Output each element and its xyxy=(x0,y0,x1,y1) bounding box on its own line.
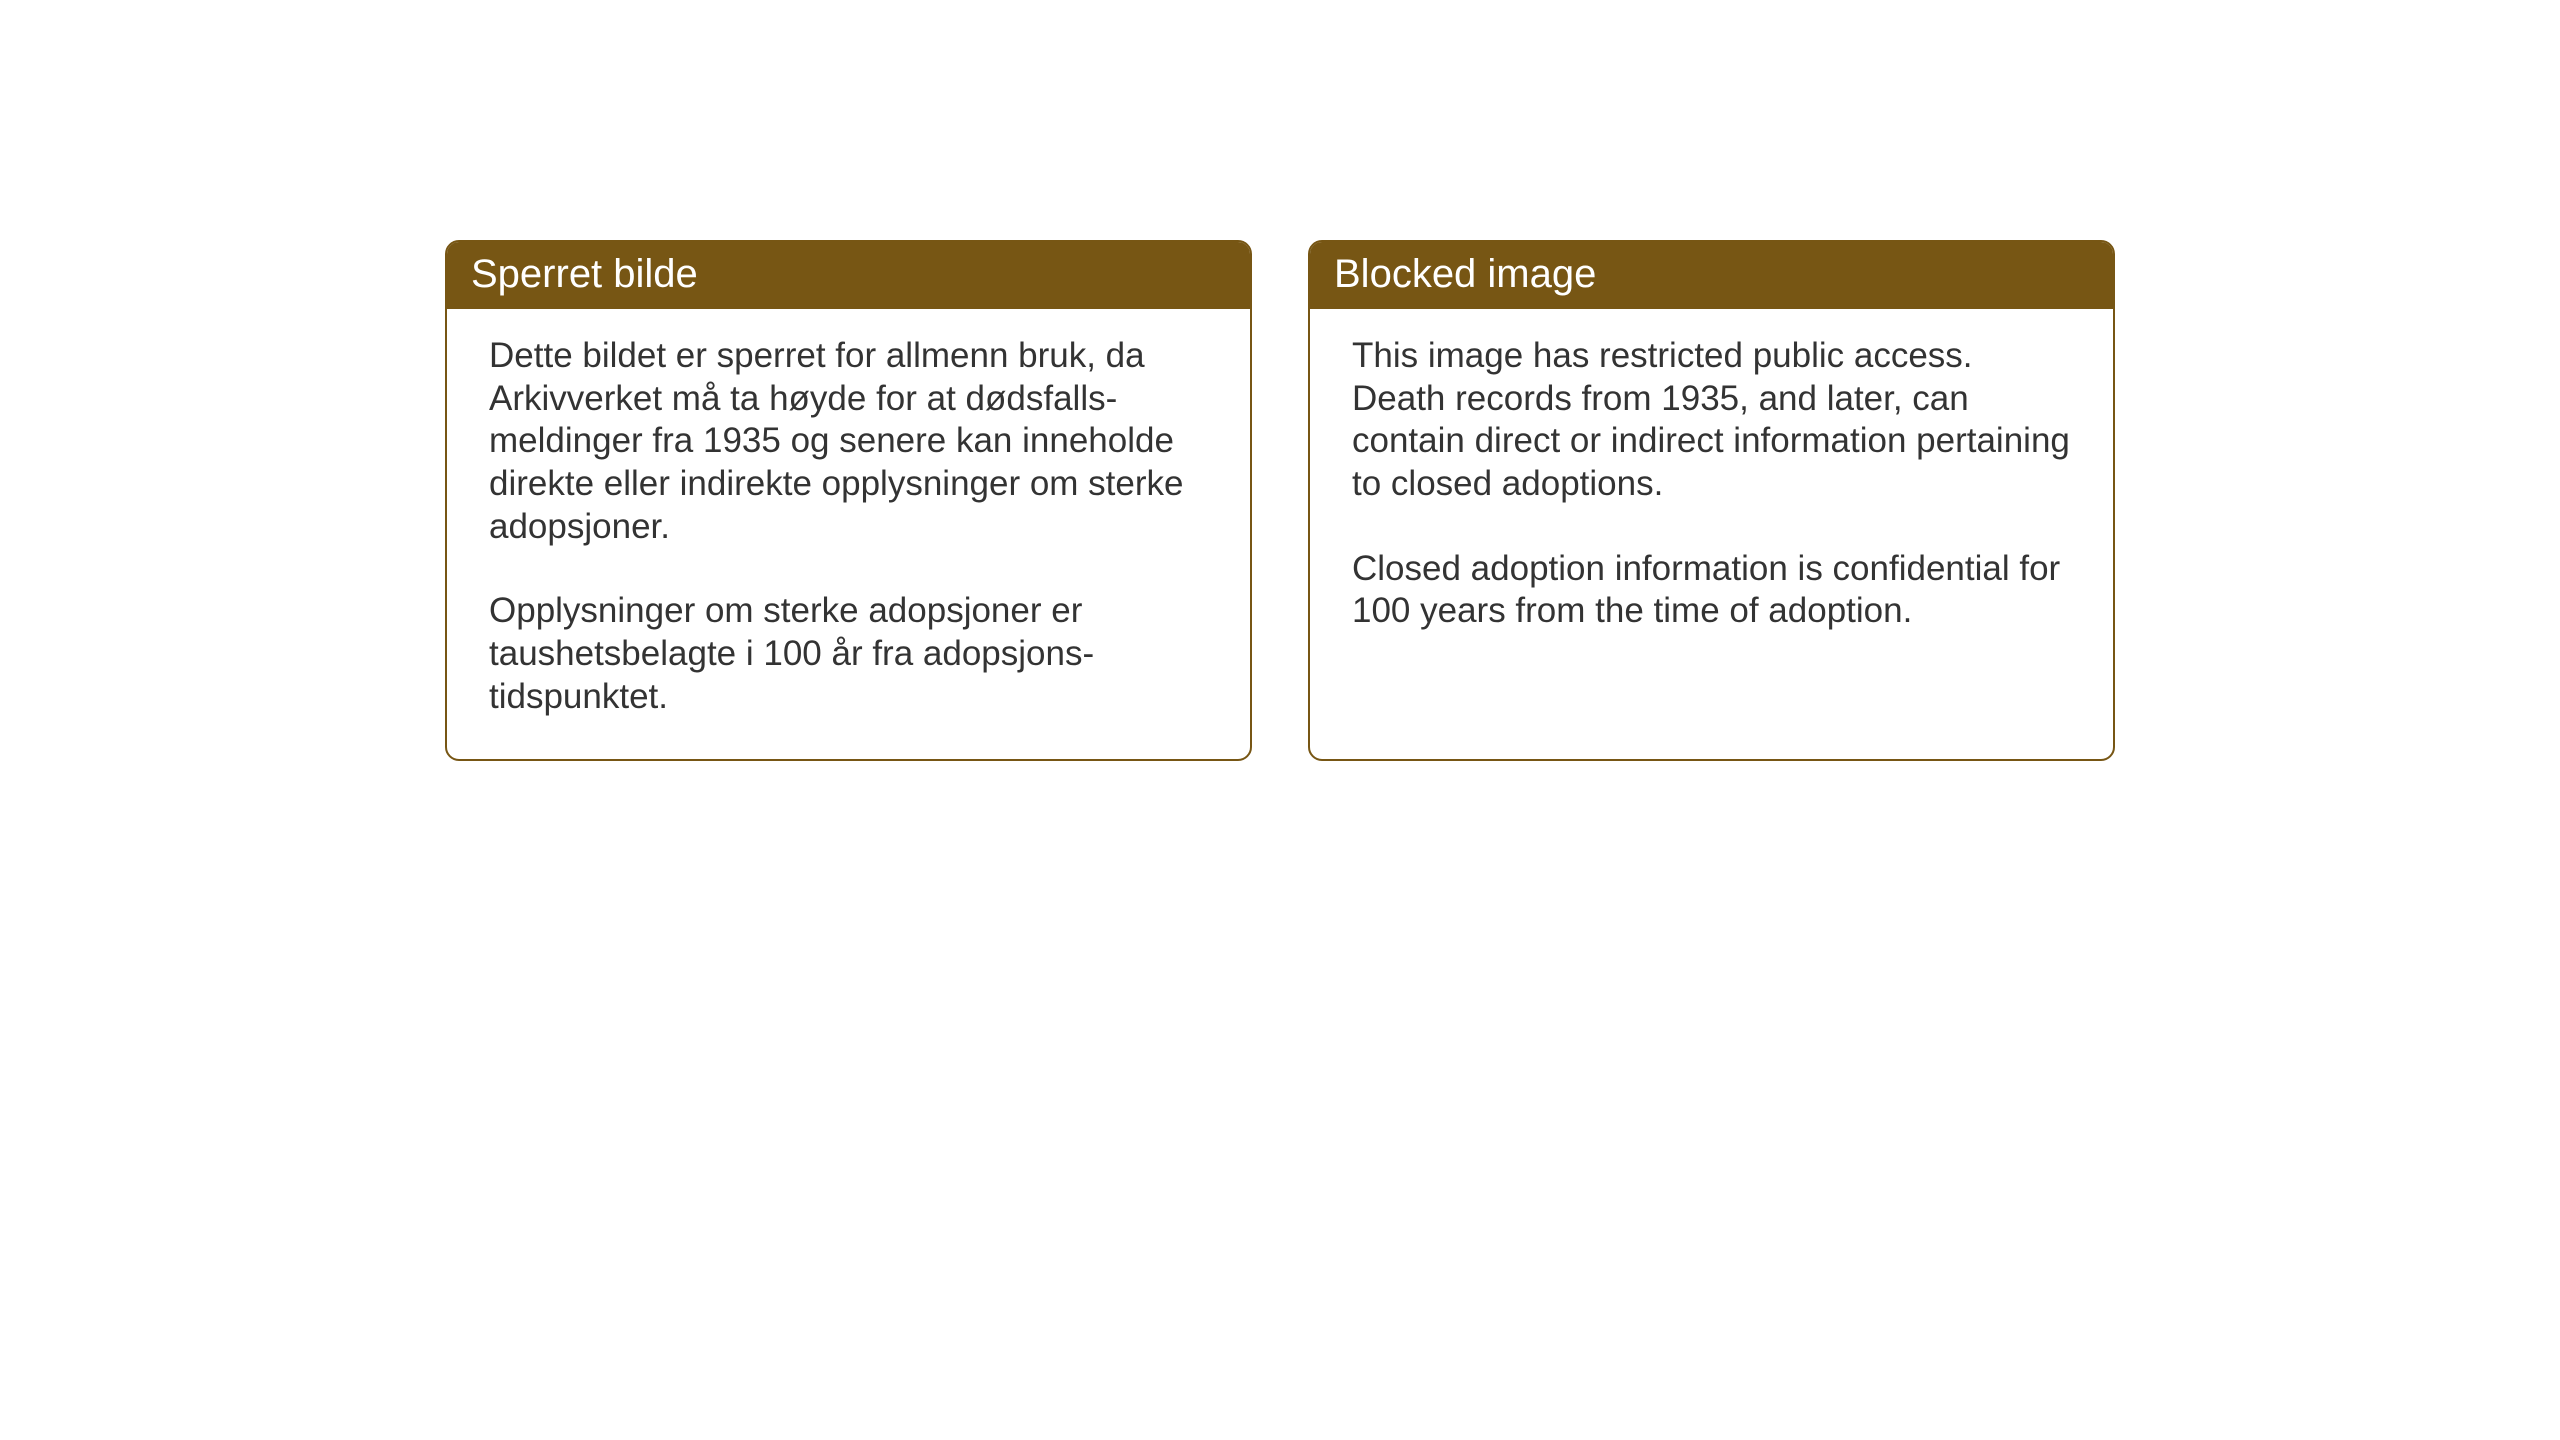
notice-paragraph: Closed adoption information is confident… xyxy=(1352,548,2071,633)
notice-paragraph: Dette bildet er sperret for allmenn bruk… xyxy=(489,335,1208,548)
notice-title: Sperret bilde xyxy=(471,252,698,296)
notice-container: Sperret bilde Dette bildet er sperret fo… xyxy=(445,240,2115,761)
notice-card-english: Blocked image This image has restricted … xyxy=(1308,240,2115,761)
notice-header-norwegian: Sperret bilde xyxy=(447,242,1250,309)
notice-card-norwegian: Sperret bilde Dette bildet er sperret fo… xyxy=(445,240,1252,761)
notice-header-english: Blocked image xyxy=(1310,242,2113,309)
notice-body-english: This image has restricted public access.… xyxy=(1310,309,2113,673)
notice-paragraph: This image has restricted public access.… xyxy=(1352,335,2071,506)
notice-body-norwegian: Dette bildet er sperret for allmenn bruk… xyxy=(447,309,1250,759)
notice-title: Blocked image xyxy=(1334,252,1596,296)
notice-paragraph: Opplysninger om sterke adopsjoner er tau… xyxy=(489,590,1208,718)
